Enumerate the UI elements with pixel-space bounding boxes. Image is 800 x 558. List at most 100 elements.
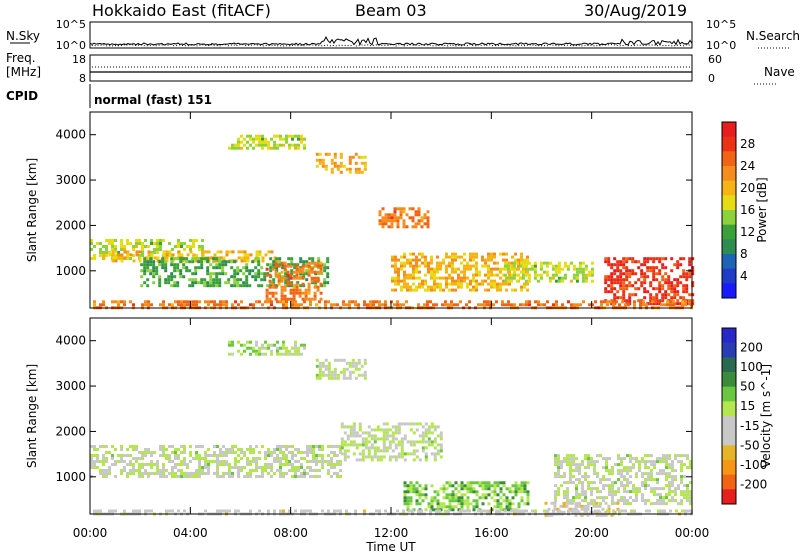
heatmap-cell-1-7 [675, 509, 678, 513]
heatmap-cell-1-0 [144, 469, 147, 472]
heatmap-cell-0-1 [246, 259, 250, 263]
heatmap-cell-1-3 [623, 487, 626, 491]
heatmap-cell-1-2 [415, 493, 419, 497]
heatmap-cell-0-8 [506, 276, 510, 280]
heatmap-cell-1-1 [421, 437, 425, 441]
heatmap-cell-1-3 [578, 469, 581, 473]
heatmap-cell-0-5 [318, 152, 322, 156]
heatmap-cell-1-2 [448, 496, 452, 500]
heatmap-cell-1-0 [267, 451, 270, 454]
heatmap-cell-0-0 [120, 239, 123, 242]
heatmap-cell-0-10 [330, 303, 333, 307]
heatmap-cell-0-4 [264, 143, 267, 147]
heatmap-cell-1-3 [617, 478, 620, 482]
heatmap-cell-1-3 [641, 496, 644, 500]
heatmap-cell-1-0 [300, 466, 303, 469]
heatmap-cell-0-8 [512, 270, 516, 274]
heatmap-cell-0-2 [143, 260, 147, 264]
heatmap-cell-0-6 [396, 222, 400, 226]
heatmap-cell-1-3 [683, 475, 686, 479]
heatmap-cell-0-7 [478, 282, 481, 286]
heatmap-cell-0-2 [215, 257, 219, 261]
nsky-label: N.Sky [6, 29, 40, 43]
heatmap-cell-0-8 [524, 273, 528, 277]
heatmap-cell-0-2 [269, 257, 273, 261]
heatmap-cell-1-5 [288, 349, 291, 353]
heatmap-cell-0-10 [93, 303, 96, 307]
heatmap-cell-1-3 [683, 463, 686, 467]
heatmap-cell-0-9 [652, 266, 656, 270]
heatmap-cell-1-0 [183, 460, 186, 463]
heatmap-cell-0-10 [681, 300, 684, 304]
heatmap-cell-0-7 [400, 279, 403, 283]
heatmap-cell-0-7 [430, 276, 433, 280]
heatmap-cell-0-10 [294, 300, 297, 304]
heatmap-cell-1-0 [135, 457, 138, 460]
heatmap-cell-0-2 [218, 266, 222, 270]
heatmap-cell-1-5 [252, 346, 255, 350]
colorbar-swatch [722, 254, 736, 270]
heatmap-cell-0-9 [628, 269, 632, 273]
heatmap-cell-1-4 [553, 507, 557, 511]
heatmap-cell-1-0 [252, 448, 255, 451]
heatmap-cell-0-4 [231, 146, 234, 150]
heatmap-cell-1-3 [689, 496, 692, 500]
heatmap-cell-1-2 [463, 493, 467, 497]
heatmap-cell-1-6 [336, 358, 340, 362]
heatmap-cell-0-0 [153, 251, 156, 254]
heatmap-cell-1-3 [665, 496, 668, 500]
heatmap-cell-0-1 [111, 253, 115, 257]
heatmap-cell-0-7 [454, 279, 457, 283]
heatmap-cell-0-10 [621, 300, 624, 304]
heatmap-cell-0-2 [206, 284, 210, 288]
heatmap-cell-0-2 [152, 272, 156, 276]
heatmap-cell-0-9 [625, 266, 629, 270]
heatmap-cell-1-1 [439, 437, 443, 441]
heatmap-cell-0-10 [342, 303, 345, 307]
heatmap-cell-1-2 [403, 499, 407, 503]
heatmap-cell-1-3 [599, 478, 602, 482]
heatmap-cell-0-2 [251, 260, 255, 264]
heatmap-cell-0-3 [295, 291, 299, 295]
heatmap-cell-0-9 [676, 299, 680, 303]
heatmap-cell-0-1 [153, 256, 157, 260]
heatmap-cell-1-5 [261, 352, 264, 356]
heatmap-cell-0-7 [400, 288, 403, 292]
heatmap-cell-0-10 [384, 300, 387, 304]
heatmap-cell-0-7 [493, 285, 496, 289]
heatmap-cell-1-5 [273, 343, 276, 347]
heatmap-cell-0-3 [283, 264, 287, 268]
heatmap-cell-0-4 [249, 143, 252, 147]
heatmap-cell-0-0 [99, 248, 102, 251]
heatmap-cell-0-5 [363, 167, 367, 171]
heatmap-cell-0-9 [691, 284, 695, 288]
heatmap-cell-1-5 [258, 346, 261, 350]
heatmap-cell-0-7 [457, 279, 460, 283]
heatmap-cell-0-9 [619, 281, 623, 285]
heatmap-cell-0-8 [533, 267, 537, 271]
heatmap-cell-0-5 [348, 170, 352, 174]
heatmap-cell-0-6 [414, 210, 418, 214]
heatmap-cell-0-7 [472, 279, 475, 283]
heatmap-cell-0-2 [176, 284, 180, 288]
x-tick-label: 00:00 [73, 526, 108, 540]
heatmap-cell-1-0 [111, 454, 114, 457]
heatmap-cell-0-7 [526, 288, 529, 292]
heatmap-cell-1-1 [364, 446, 368, 450]
heatmap-cell-1-5 [276, 349, 279, 353]
heatmap-cell-0-7 [460, 276, 463, 280]
heatmap-cell-0-10 [399, 303, 402, 307]
heatmap-cell-1-1 [430, 425, 434, 429]
heatmap-cell-0-9 [673, 284, 677, 288]
heatmap-cell-0-9 [616, 296, 620, 300]
heatmap-cell-0-9 [634, 293, 638, 297]
heatmap-cell-1-0 [93, 460, 96, 463]
heatmap-cell-0-7 [451, 267, 454, 271]
heatmap-cell-1-3 [620, 499, 623, 503]
heatmap-cell-1-0 [330, 445, 333, 448]
heatmap-cell-1-0 [159, 448, 162, 451]
heatmap-cell-0-8 [539, 261, 543, 265]
heatmap-cell-1-2 [496, 493, 500, 497]
heatmap-cell-1-3 [563, 460, 566, 464]
heatmap-cell-0-6 [426, 222, 430, 226]
